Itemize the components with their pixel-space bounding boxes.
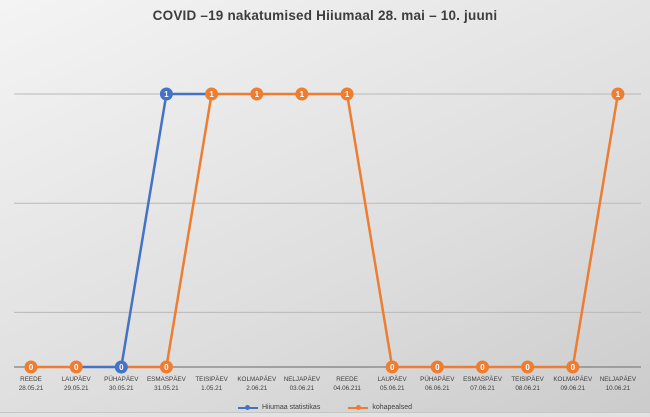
data-point-label: 0: [480, 363, 485, 372]
data-point-label: 0: [164, 363, 169, 372]
data-point-marker: 1: [250, 87, 264, 101]
data-point-marker: 1: [611, 87, 625, 101]
data-point-marker: 0: [566, 360, 580, 374]
chart-title: COVID –19 nakatumised Hiiumaal 28. mai –…: [152, 8, 498, 23]
legend-item-hiiumaa-statistikas: Hiiumaa statistikas: [237, 404, 321, 411]
x-axis-label-date: 09.06.21: [561, 385, 586, 392]
data-point-marker: 0: [476, 360, 489, 374]
data-point-label: 1: [345, 90, 350, 99]
data-point-label: 1: [209, 90, 214, 99]
x-axis-label-day: ESMASPÄEV: [463, 375, 503, 383]
x-axis-label-date: 2.06.21: [246, 385, 268, 392]
x-axis-label-day: KOLMAPÄEV: [553, 375, 593, 383]
x-axis-label-day: PÜHAPÄEV: [420, 375, 455, 383]
series-line-segment: [345, 92, 394, 369]
x-axis-label-date: 31.05.21: [154, 385, 179, 392]
data-point-label: 1: [300, 90, 305, 99]
x-axis-label-day: PÜHAPÄEV: [104, 375, 139, 383]
data-point-label: 1: [255, 90, 260, 99]
x-axis-label-date: 05.06.21: [380, 385, 405, 392]
data-point-label: 0: [74, 363, 79, 372]
legend-item-kohapealsed: kohapealsed: [348, 404, 412, 411]
data-point-label: 0: [571, 363, 576, 372]
x-axis-label-date: 06.06.21: [425, 385, 450, 392]
x-axis-label-day: TEISIPÄEV: [195, 375, 228, 383]
data-point-marker: 0: [24, 360, 38, 374]
x-axis-label-date: 03.06.21: [290, 385, 315, 392]
legend-label: Hiiumaa statistikas: [261, 404, 321, 411]
legend-swatch-blue: [237, 404, 258, 411]
data-point-label: 1: [616, 90, 621, 99]
x-axis-label-date: 10.06.21: [606, 385, 631, 392]
data-point-marker: 0: [430, 360, 444, 374]
series-line-segment: [165, 92, 213, 369]
x-axis-label-day: NELJAPÄEV: [284, 375, 321, 383]
window-bottom-edge: [0, 412, 650, 417]
x-axis-label-date: 07.06.21: [470, 385, 495, 392]
legend-marker-icon: [355, 405, 361, 410]
x-axis-label-date: 29.05.21: [64, 385, 89, 392]
series-line-segment: [571, 92, 620, 369]
x-axis-label-day: KOLMAPÄEV: [237, 375, 277, 383]
data-point-label: 0: [29, 363, 34, 372]
series-line-segment: [120, 92, 168, 369]
x-axis-label-day: NELJAPÄEV: [600, 375, 637, 383]
data-point-marker: 1: [205, 87, 219, 101]
data-point-label: 0: [435, 363, 440, 372]
x-axis-label-day: TEISIPÄEV: [511, 375, 544, 383]
data-point-label: 0: [119, 363, 124, 372]
x-axis-label-day: REEDE: [20, 376, 42, 383]
data-point-label: 0: [525, 363, 530, 372]
data-point-marker: 1: [340, 87, 354, 101]
x-axis-label-day: REEDE: [336, 376, 358, 383]
data-point-marker: 0: [114, 360, 128, 374]
legend-label: kohapealsed: [372, 404, 413, 411]
data-point-marker: 1: [159, 87, 173, 101]
x-axis-label-date: 04.06.211: [333, 385, 361, 392]
data-point-marker: 0: [69, 360, 83, 374]
data-point-marker: 0: [385, 360, 399, 374]
x-axis-label-day: LAUPÄEV: [62, 375, 92, 383]
data-point-marker: 1: [295, 87, 309, 101]
legend: Hiiumaa statistikas kohapealsed: [0, 404, 650, 411]
x-axis-label-date: 1.05.21: [201, 385, 223, 392]
data-point-marker: 0: [159, 360, 173, 374]
x-axis-label-date: 30.05.21: [109, 385, 134, 392]
x-axis-label-date: 28.05.21: [19, 385, 44, 392]
data-point-label: 1: [164, 90, 169, 99]
data-point-label: 0: [390, 363, 395, 372]
x-axis-label-day: ESMASPÄEV: [147, 375, 187, 383]
data-point-marker: 0: [521, 360, 535, 374]
legend-swatch-orange: [348, 404, 369, 411]
x-axis-label-day: LAUPÄEV: [378, 375, 408, 383]
legend-marker-icon: [245, 405, 251, 410]
x-axis-label-date: 08.06.21: [515, 385, 540, 392]
